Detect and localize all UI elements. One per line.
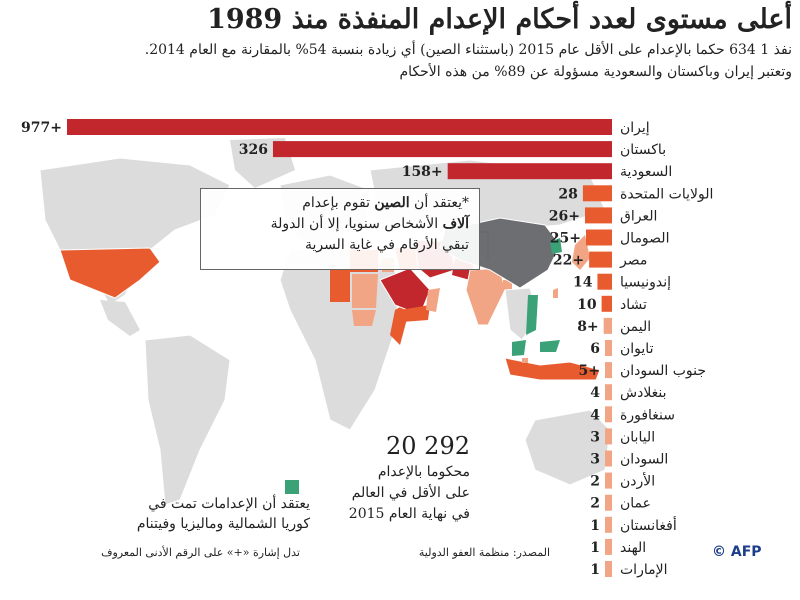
map-malaysia-east: [540, 340, 560, 352]
map-taiwan: [553, 288, 558, 298]
map-oman: [426, 288, 440, 312]
map-india: [465, 267, 506, 326]
map-greenland: [230, 138, 295, 188]
legend-text: يعتقد أن الإعدامات تمت في كوريا الشمالية…: [136, 496, 310, 532]
country-label-5: العراق: [620, 208, 657, 224]
country-label-3: السعودية: [620, 164, 672, 180]
country-label-18: عمان: [620, 496, 651, 512]
country-label-9: تشاد: [620, 297, 647, 313]
country-label-16: السودان: [620, 452, 668, 468]
subtitle-line-2: وتعتبر إيران وباكستان والسعودية مسؤولة ع…: [399, 64, 792, 80]
map-south-america: [144, 334, 231, 506]
country-label-2: باكستان: [620, 142, 666, 158]
plus-sign-footnote: تدل إشارة «+» على الرقم الأدنى المعروف: [101, 546, 300, 559]
china-note-line-3: تبقي الأرقام في غاية السرية: [304, 237, 469, 253]
map-sudan: [352, 274, 378, 308]
country-label-4: الولايات المتحدة: [620, 186, 713, 202]
china-note-line-2: آلاف الأشخاص سنويا، إلا أن الدولة: [270, 216, 469, 232]
map-malaysia: [512, 340, 526, 356]
country-label-15: اليابان: [620, 429, 655, 445]
map-yemen: [400, 305, 430, 322]
map-north-korea: [550, 238, 562, 254]
country-label-20: الهند: [620, 540, 646, 556]
country-label-8: إندونيسيا: [620, 275, 671, 291]
china-note-box: *يعتقد أن الصين تقوم بإعدام آلاف الأشخاص…: [200, 188, 480, 270]
country-label-10: اليمن: [620, 319, 651, 335]
country-label-13: بنغلادش: [620, 385, 667, 401]
source-text: المصدر: منظمة العفو الدولية: [418, 546, 550, 559]
country-label-17: الأردن: [620, 472, 655, 490]
country-label-14: سنغافورة: [620, 407, 675, 423]
map-chad: [330, 270, 350, 302]
map-saudi: [379, 267, 431, 316]
map-indonesia: [504, 357, 601, 381]
map-bangladesh: [503, 280, 512, 290]
china-note-line-1: *يعتقد أن الصين تقوم بإعدام: [302, 195, 469, 211]
map-south-sudan: [352, 310, 376, 326]
map-central-america: [100, 300, 140, 336]
legend-green-swatch: [285, 480, 299, 494]
bar-21: [605, 561, 612, 577]
country-label-7: مصر: [619, 253, 647, 269]
chart-title: أعلى مستوى لعدد أحكام الإعدام المنفذة من…: [207, 4, 792, 35]
map-usa: [59, 247, 161, 299]
map-singapore: [522, 358, 528, 363]
country-label-11: تايوان: [620, 341, 654, 357]
map-australia: [524, 409, 611, 486]
country-label-21: الإمارات: [620, 562, 667, 578]
country-label-19: أفغانستان: [620, 516, 677, 534]
country-label-12: جنوب السودان: [620, 363, 706, 379]
afp-logo: © AFP: [712, 544, 762, 560]
total-condemned-caption: محكوما بالإعدام على الأقل في العالم في ن…: [348, 464, 470, 522]
value-label-21: 1: [590, 562, 600, 578]
total-condemned-number: 20 292: [386, 432, 470, 460]
map-japan: [572, 235, 590, 270]
subtitle-line-1: نفذ 1 634 حكما بالإعدام على الأقل عام 20…: [144, 42, 792, 58]
country-label-1: إيران: [620, 120, 650, 136]
country-label-6: الصومال: [620, 231, 669, 247]
map-vietnam: [526, 295, 538, 335]
